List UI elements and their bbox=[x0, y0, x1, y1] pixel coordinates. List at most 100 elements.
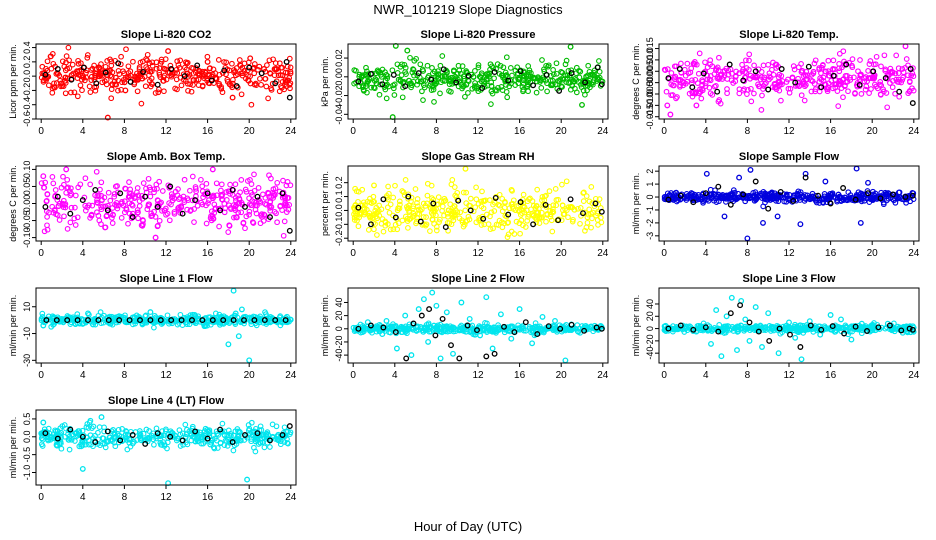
data-point bbox=[740, 77, 747, 84]
data-point bbox=[407, 54, 413, 61]
data-point bbox=[279, 432, 286, 438]
data-point bbox=[401, 61, 408, 68]
data-point bbox=[861, 197, 868, 204]
data-point bbox=[154, 430, 161, 437]
data-point bbox=[380, 324, 387, 331]
data-point bbox=[122, 87, 129, 94]
data-point bbox=[530, 82, 537, 89]
data-point bbox=[733, 73, 739, 79]
data-point bbox=[126, 317, 133, 324]
data-point bbox=[491, 325, 498, 331]
data-point bbox=[275, 72, 282, 79]
x-tick-label: 12 bbox=[783, 126, 795, 137]
data-point bbox=[286, 423, 293, 430]
data-point bbox=[241, 317, 247, 324]
data-point bbox=[127, 68, 134, 75]
data-point bbox=[543, 192, 549, 199]
x-tick-label: 24 bbox=[285, 370, 297, 381]
data-point bbox=[267, 437, 273, 444]
data-point bbox=[395, 205, 402, 211]
data-point bbox=[64, 226, 71, 232]
data-point bbox=[423, 214, 429, 220]
data-point bbox=[229, 80, 236, 87]
data-point bbox=[700, 199, 706, 206]
data-point bbox=[694, 323, 701, 329]
data-point bbox=[118, 53, 124, 60]
data-point bbox=[194, 62, 201, 69]
data-point bbox=[426, 82, 433, 89]
data-point bbox=[355, 325, 362, 332]
data-point bbox=[748, 98, 755, 105]
data-point bbox=[97, 66, 104, 73]
data-point bbox=[402, 69, 408, 75]
data-point bbox=[499, 224, 506, 231]
data-point bbox=[795, 75, 801, 82]
data-point bbox=[415, 206, 422, 213]
data-point bbox=[358, 74, 365, 81]
data-point bbox=[168, 317, 175, 324]
y-tick-label: 0.00 bbox=[22, 195, 32, 213]
data-point bbox=[896, 88, 903, 95]
data-point bbox=[190, 65, 197, 72]
data-point bbox=[431, 208, 438, 214]
data-point bbox=[537, 77, 544, 84]
x-tick-label: 16 bbox=[514, 248, 526, 259]
data-point bbox=[108, 58, 115, 65]
data-point bbox=[277, 72, 284, 78]
data-point bbox=[246, 208, 253, 215]
data-point bbox=[702, 80, 709, 87]
data-point bbox=[797, 221, 804, 228]
data-point bbox=[177, 195, 183, 201]
data-point bbox=[353, 214, 360, 221]
data-point bbox=[778, 97, 784, 104]
data-point bbox=[122, 312, 128, 319]
data-point bbox=[74, 311, 81, 317]
data-point bbox=[843, 61, 850, 68]
data-point bbox=[757, 323, 764, 330]
data-point bbox=[903, 56, 910, 62]
data-point bbox=[690, 326, 697, 333]
y-axis-label: Licor ppm per min. bbox=[8, 44, 18, 119]
data-point bbox=[74, 93, 81, 100]
x-tick-label: 24 bbox=[285, 492, 297, 503]
data-point bbox=[795, 64, 802, 71]
data-point bbox=[571, 206, 578, 213]
data-point bbox=[240, 70, 246, 77]
data-point bbox=[155, 222, 161, 229]
data-point bbox=[539, 57, 545, 63]
data-point bbox=[125, 220, 131, 227]
data-point bbox=[92, 186, 99, 193]
data-point bbox=[724, 326, 731, 332]
data-point bbox=[123, 428, 129, 434]
data-point bbox=[224, 78, 231, 85]
data-point bbox=[596, 68, 603, 75]
data-point bbox=[86, 441, 92, 448]
data-point bbox=[149, 212, 156, 219]
data-point bbox=[67, 210, 74, 217]
data-point bbox=[693, 102, 700, 109]
data-point bbox=[413, 55, 419, 62]
data-point bbox=[65, 316, 72, 322]
data-point bbox=[189, 173, 196, 180]
data-point bbox=[450, 217, 457, 224]
data-point bbox=[251, 70, 258, 77]
data-point bbox=[230, 76, 236, 83]
data-point bbox=[525, 63, 532, 69]
data-point bbox=[906, 79, 913, 85]
data-point bbox=[732, 195, 738, 202]
data-point bbox=[195, 72, 202, 78]
data-point bbox=[488, 79, 495, 86]
data-point bbox=[542, 201, 549, 208]
x-tick-label: 20 bbox=[867, 126, 879, 137]
data-point bbox=[420, 214, 427, 220]
data-point bbox=[550, 327, 556, 333]
data-point bbox=[396, 198, 403, 205]
data-point bbox=[830, 72, 837, 79]
data-point bbox=[41, 228, 48, 235]
x-tick-label: 12 bbox=[160, 248, 172, 259]
data-point bbox=[405, 225, 411, 231]
data-point bbox=[374, 232, 380, 238]
data-point bbox=[513, 218, 520, 225]
data-point bbox=[825, 57, 832, 64]
